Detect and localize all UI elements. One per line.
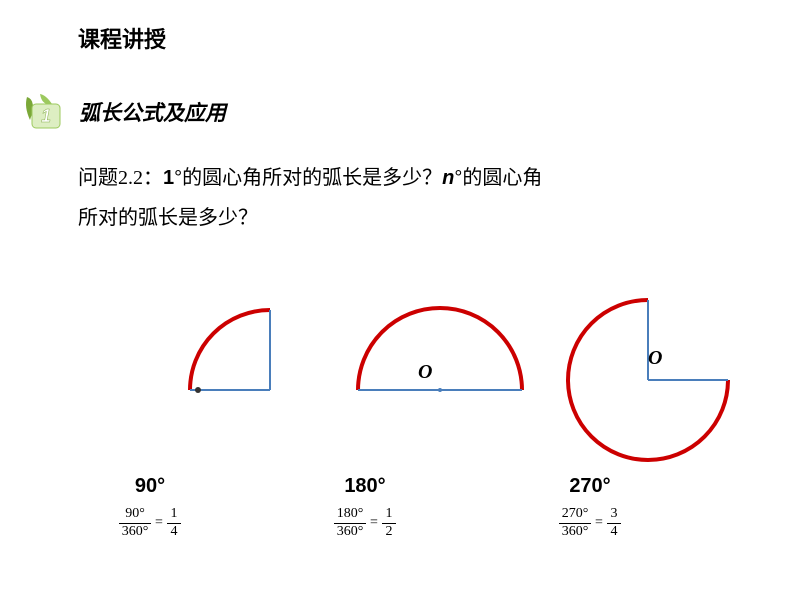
q-text-3: 所对的弧长是多少？ (78, 207, 258, 229)
section-row: 1 弧长公式及应用 (22, 92, 226, 132)
svg-text:1: 1 (41, 106, 51, 126)
angle-90-label: 90° (90, 475, 210, 498)
fraction-90: 90°360° = 14 (90, 506, 210, 541)
arc-90 (190, 310, 270, 393)
equals: = (370, 515, 378, 531)
angle-block-90: 90° 90°360° = 14 (90, 475, 210, 541)
q-n: n (442, 167, 454, 189)
arc-180 (358, 308, 522, 392)
q-1deg: 1 (163, 167, 174, 189)
equals: = (595, 515, 603, 531)
section-badge: 1 (22, 92, 67, 132)
center-label-180: O (418, 361, 432, 384)
section-title: 弧长公式及应用 (79, 97, 226, 127)
angle-180-label: 180° (295, 475, 435, 498)
result-den: 2 (383, 524, 394, 541)
angle-block-180: 180° 180°360° = 12 (295, 475, 435, 541)
q-text-2: °的圆心角 (454, 167, 542, 189)
arc-diagrams: O O (90, 275, 710, 455)
center-label-270: O (648, 347, 662, 370)
frac-num: 270° (560, 506, 591, 523)
equals: = (155, 515, 163, 531)
question-label: 问题2.2： (78, 167, 163, 189)
frac-num: 180° (335, 506, 366, 523)
frac-num: 90° (123, 506, 147, 523)
angle-block-270: 270° 270°360° = 34 (520, 475, 660, 541)
frac-den: 360° (560, 524, 591, 541)
result-num: 3 (608, 506, 619, 523)
page-header: 课程讲授 (78, 22, 166, 54)
frac-den: 360° (335, 524, 366, 541)
question-text: 问题2.2：1°的圆心角所对的弧长是多少？n°的圆心角所对的弧长是多少？ (78, 158, 698, 238)
result-num: 1 (383, 506, 394, 523)
frac-den: 360° (120, 524, 151, 541)
fraction-180: 180°360° = 12 (295, 506, 435, 541)
result-den: 4 (168, 524, 179, 541)
q-text-1: °的圆心角所对的弧长是多少？ (174, 167, 442, 189)
result-den: 4 (608, 524, 619, 541)
result-num: 1 (168, 506, 179, 523)
angle-270-label: 270° (520, 475, 660, 498)
arc-270 (568, 300, 728, 460)
fraction-270: 270°360° = 34 (520, 506, 660, 541)
